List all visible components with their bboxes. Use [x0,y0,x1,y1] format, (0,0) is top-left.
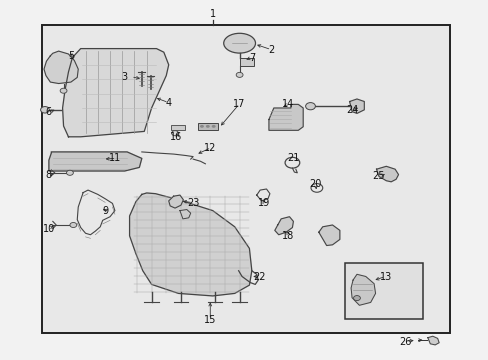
Text: 19: 19 [257,198,270,208]
Polygon shape [376,166,398,182]
Bar [171,125,184,130]
Polygon shape [180,210,190,219]
Polygon shape [129,193,251,296]
Circle shape [70,222,77,228]
Text: 12: 12 [203,143,216,153]
Polygon shape [274,217,293,235]
Text: 8: 8 [46,170,52,180]
Text: 2: 2 [268,45,274,55]
Text: 24: 24 [345,105,358,115]
Circle shape [236,72,243,77]
Polygon shape [44,51,78,84]
Text: 4: 4 [165,98,171,108]
Polygon shape [62,49,168,137]
Text: 16: 16 [169,132,182,142]
Text: 6: 6 [46,107,52,117]
Bar [41,25,449,333]
Circle shape [211,125,215,128]
Polygon shape [349,99,364,113]
Polygon shape [427,336,438,345]
Bar [344,263,422,319]
Text: 10: 10 [42,224,55,234]
Text: 17: 17 [233,99,245,109]
Text: 11: 11 [108,153,121,163]
Text: 9: 9 [102,206,108,216]
Text: 25: 25 [372,171,385,181]
Circle shape [60,88,67,93]
Text: 7: 7 [248,53,254,63]
Text: 14: 14 [282,99,294,109]
Polygon shape [318,225,339,246]
Text: 22: 22 [252,272,265,282]
Polygon shape [49,152,142,171]
Polygon shape [168,195,183,208]
Text: 5: 5 [68,51,74,61]
Text: 1: 1 [209,9,215,19]
Bar [197,123,218,130]
Text: 26: 26 [399,337,411,347]
Circle shape [200,125,203,128]
Text: 23: 23 [186,198,199,208]
Polygon shape [268,104,303,130]
Circle shape [171,131,178,136]
Bar [239,58,254,66]
Text: 18: 18 [282,231,294,241]
Circle shape [305,103,315,110]
Ellipse shape [223,33,255,53]
Circle shape [41,107,49,113]
Circle shape [353,296,360,301]
Text: 20: 20 [308,179,321,189]
Circle shape [205,125,209,128]
Text: 13: 13 [379,272,392,282]
Circle shape [66,170,73,175]
Polygon shape [350,274,375,305]
Text: 15: 15 [203,315,216,325]
Text: 3: 3 [122,72,127,82]
Text: 21: 21 [286,153,299,163]
